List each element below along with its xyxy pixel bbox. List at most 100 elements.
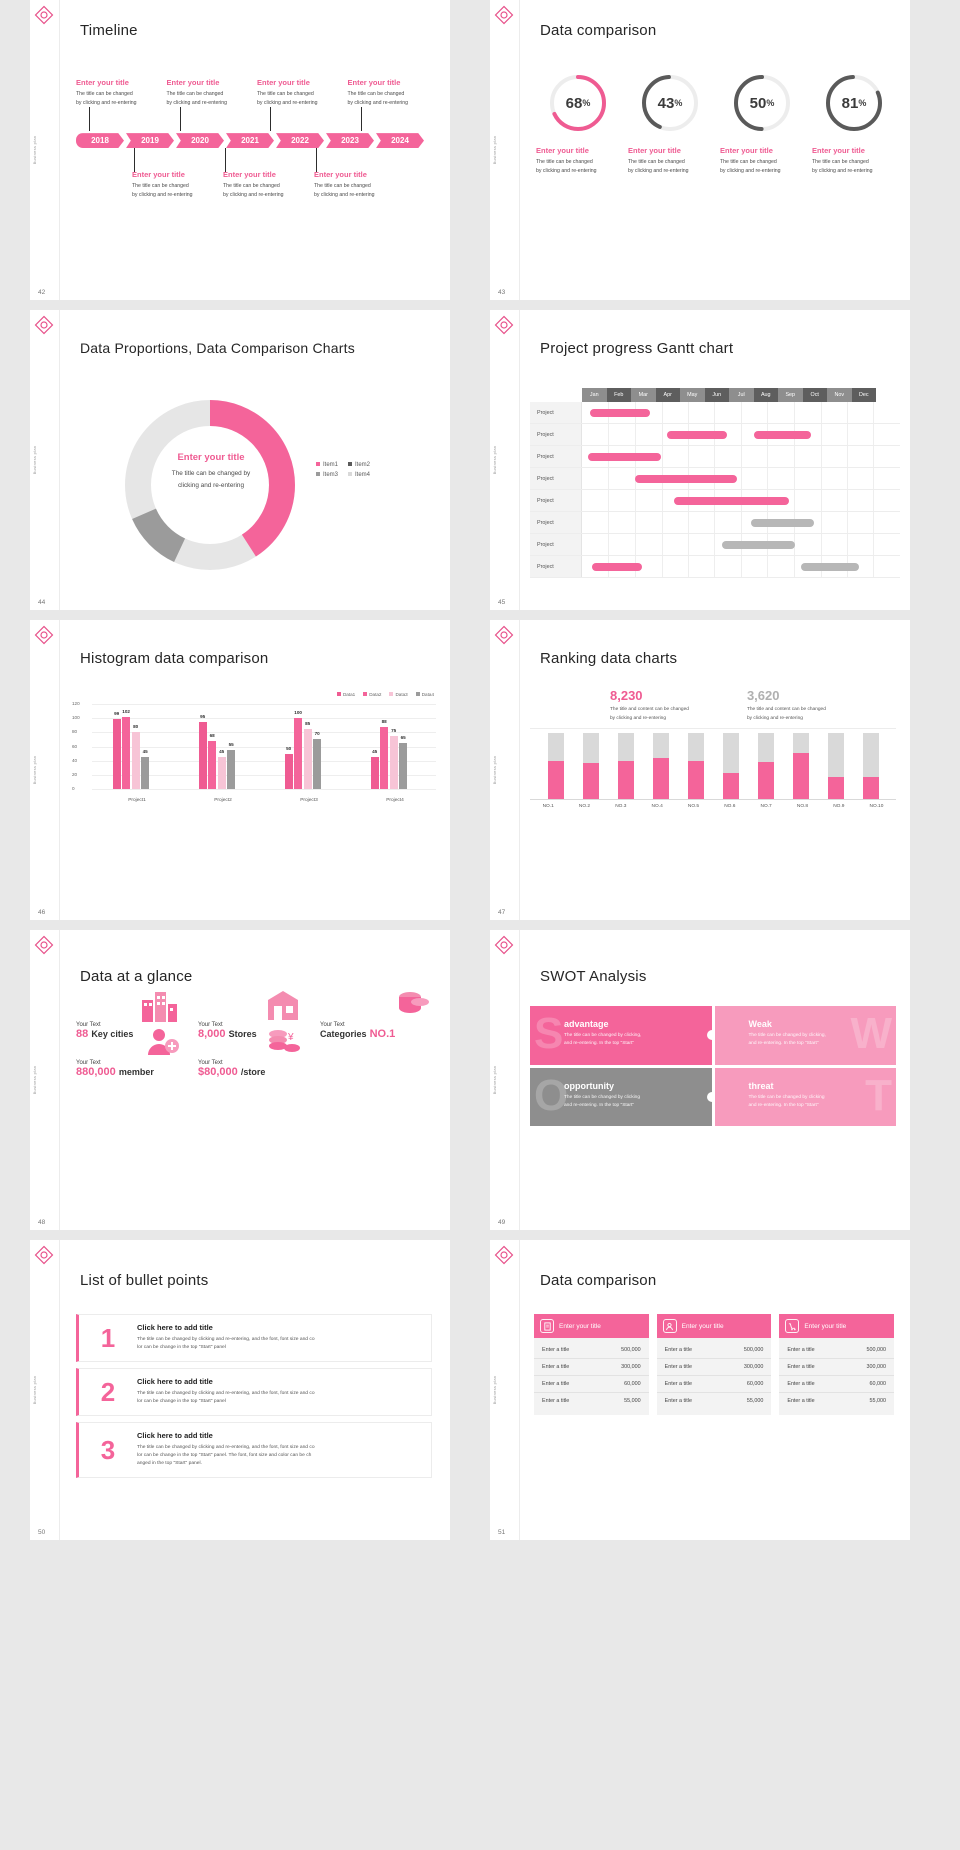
- slide-histogram[interactable]: Business plan Histogram data comparison …: [30, 620, 450, 920]
- timeline-item[interactable]: Enter your title The title can be change…: [76, 78, 167, 107]
- gantt-bar[interactable]: [589, 409, 651, 417]
- gantt-bar[interactable]: [801, 563, 859, 571]
- bar[interactable]: 99: [112, 711, 121, 789]
- table-row[interactable]: Enter a title 60,000: [534, 1376, 649, 1393]
- column-header[interactable]: Enter your title: [779, 1314, 895, 1338]
- bar[interactable]: 45: [217, 749, 226, 789]
- legend-item[interactable]: Data1: [336, 692, 355, 697]
- histogram-chart[interactable]: Data1 Data2 Data3 Data4 120 100 80 60 40…: [70, 692, 436, 805]
- glance-item[interactable]: Your Text Categories NO.1: [320, 992, 432, 1040]
- table-row[interactable]: Enter a title 500,000: [656, 1342, 772, 1359]
- gantt-row[interactable]: Project: [530, 512, 900, 534]
- gantt-bar[interactable]: [666, 431, 727, 439]
- year-chip[interactable]: 2022: [276, 133, 324, 149]
- slide-gantt[interactable]: Business plan Project progress Gantt cha…: [490, 310, 910, 610]
- glance-item[interactable]: ¥ Your Text $80,000 /store: [198, 1030, 310, 1078]
- table-row[interactable]: Enter a title 300,000: [656, 1359, 772, 1376]
- glance-item[interactable]: Your Text 8,000 Stores: [198, 991, 310, 1040]
- stat-block[interactable]: 3,620 The title and content can be chang…: [747, 688, 826, 723]
- gauge-item[interactable]: 43% Enter your title The title can be ch…: [628, 72, 712, 176]
- bar[interactable]: 102: [122, 709, 131, 789]
- table-row[interactable]: Enter a title 55,000: [779, 1393, 894, 1409]
- table-row[interactable]: Enter a title 55,000: [657, 1393, 772, 1409]
- slide-data-comparison-table[interactable]: Business plan Data comparison Enter your…: [490, 1240, 910, 1540]
- bar[interactable]: 88: [380, 719, 389, 789]
- legend-item[interactable]: Item4: [348, 472, 370, 478]
- gantt-row[interactable]: Project: [530, 446, 900, 468]
- ranking-bar[interactable]: [792, 733, 809, 799]
- table-row[interactable]: Enter a title 55,000: [534, 1393, 649, 1409]
- swot-quadrant-threat[interactable]: T threat The title can be changed by cli…: [714, 1067, 896, 1126]
- list-item[interactable]: 1 Click here to add title The title can …: [76, 1314, 432, 1362]
- bar[interactable]: 50: [284, 746, 293, 789]
- ranking-bar[interactable]: [652, 733, 669, 799]
- glance-item[interactable]: Your Text 880,000 member: [76, 1029, 188, 1078]
- gantt-row[interactable]: Project: [530, 556, 900, 578]
- gantt-row[interactable]: Project: [530, 490, 900, 512]
- legend-item[interactable]: Item1: [316, 462, 338, 468]
- bar[interactable]: 85: [303, 721, 312, 789]
- bar[interactable]: 95: [198, 714, 207, 789]
- bar[interactable]: 100: [294, 710, 303, 789]
- ranking-bar[interactable]: [862, 733, 879, 799]
- gantt-row[interactable]: Project: [530, 424, 900, 446]
- gantt-bar[interactable]: [591, 563, 643, 571]
- slide-bullet-list[interactable]: Business plan List of bullet points 1 Cl…: [30, 1240, 450, 1540]
- table-row[interactable]: Enter a title 500,000: [779, 1342, 895, 1359]
- table-row[interactable]: Enter a title 300,000: [534, 1359, 649, 1376]
- comparison-column[interactable]: Enter your title Enter a title 500,000 En…: [534, 1314, 649, 1415]
- timeline-item[interactable]: Enter your title The title can be change…: [257, 78, 348, 107]
- legend-item[interactable]: Item3: [316, 472, 338, 478]
- donut-chart[interactable]: Enter your title The title can be change…: [110, 390, 310, 580]
- gantt-bar[interactable]: [588, 453, 662, 461]
- ranking-bar[interactable]: [722, 733, 739, 799]
- slide-data-glance[interactable]: Business plan Data at a glance Your Text…: [30, 930, 450, 1230]
- gauge-item[interactable]: 68% Enter your title The title can be ch…: [536, 72, 620, 176]
- timeline-item[interactable]: Enter your title The title can be change…: [167, 78, 258, 107]
- ranking-bar[interactable]: [687, 733, 704, 799]
- gantt-row[interactable]: Project: [530, 468, 900, 490]
- bar[interactable]: 55: [227, 742, 236, 789]
- comparison-column[interactable]: Enter your title Enter a title 500,000 En…: [779, 1314, 895, 1415]
- gantt-bar[interactable]: [634, 475, 737, 483]
- timeline-item[interactable]: Enter your title The title can be change…: [223, 170, 314, 199]
- swot-quadrant-opportunity[interactable]: O opportunity The title can be changed b…: [530, 1067, 712, 1126]
- gantt-bar[interactable]: [750, 519, 815, 527]
- ranking-bar[interactable]: [827, 733, 844, 799]
- gantt-bar[interactable]: [753, 431, 811, 439]
- ranking-bar[interactable]: [757, 733, 774, 799]
- year-chip[interactable]: 2018: [76, 133, 124, 149]
- bar[interactable]: 45: [141, 749, 150, 789]
- gauge-item[interactable]: 50% Enter your title The title can be ch…: [720, 72, 804, 176]
- column-header[interactable]: Enter your title: [534, 1314, 649, 1338]
- slide-data-comparison-gauges[interactable]: Business plan Data comparison 68% Enter …: [490, 0, 910, 300]
- table-row[interactable]: Enter a title 500,000: [534, 1342, 649, 1359]
- timeline-item[interactable]: Enter your title The title can be change…: [314, 170, 405, 199]
- gantt-bar[interactable]: [674, 497, 789, 505]
- bar[interactable]: 80: [131, 724, 140, 789]
- table-row[interactable]: Enter a title 60,000: [656, 1376, 772, 1393]
- bar[interactable]: 68: [208, 733, 217, 789]
- slide-ranking[interactable]: Business plan Ranking data charts 8,230 …: [490, 620, 910, 920]
- gantt-row[interactable]: Project: [530, 534, 900, 556]
- slide-timeline[interactable]: Business plan Timeline Enter your title …: [30, 0, 450, 300]
- glance-item[interactable]: Your Text 88 Key cities: [76, 992, 188, 1040]
- timeline-item[interactable]: Enter your title The title can be change…: [132, 170, 223, 199]
- slide-swot[interactable]: Business plan SWOT Analysis S advantage …: [490, 930, 910, 1230]
- stat-block[interactable]: 8,230 The title and content can be chang…: [610, 688, 689, 723]
- legend-item[interactable]: Data3: [389, 692, 408, 697]
- bar[interactable]: 75: [389, 728, 398, 789]
- year-chip[interactable]: 2020: [176, 133, 224, 149]
- timeline-item[interactable]: Enter your title The title can be change…: [348, 78, 439, 107]
- swot-quadrant-strength[interactable]: S advantage The title can be changed by …: [530, 1006, 712, 1065]
- swot-quadrant-weakness[interactable]: W Weak The title can be changed by click…: [714, 1006, 896, 1065]
- bar[interactable]: 70: [313, 731, 322, 789]
- gantt-row[interactable]: Project: [530, 402, 900, 424]
- bar[interactable]: 65: [399, 735, 408, 789]
- legend-item[interactable]: Item2: [348, 462, 370, 468]
- year-chip[interactable]: 2024: [376, 133, 424, 149]
- gauge-item[interactable]: 81% Enter your title The title can be ch…: [812, 72, 896, 176]
- year-chip[interactable]: 2023: [326, 133, 374, 149]
- legend-item[interactable]: Data4: [415, 692, 434, 697]
- bar[interactable]: 45: [370, 749, 379, 789]
